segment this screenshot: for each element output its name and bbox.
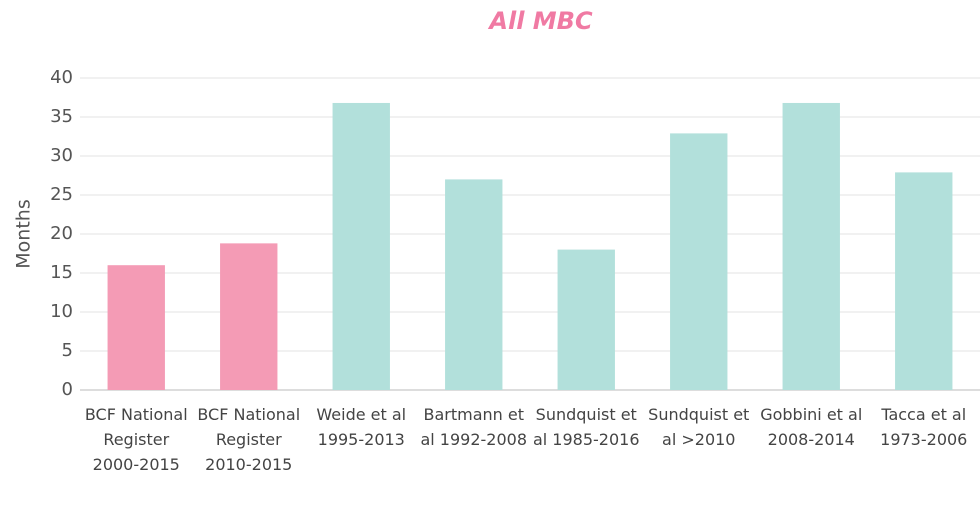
y-tick-label: 10 — [50, 301, 73, 322]
x-tick-label: Tacca et al 1973-2006 — [880, 405, 968, 449]
y-axis-label: Months — [13, 199, 35, 268]
x-tick-label: Gobbini et al 2008-2014 — [760, 405, 863, 449]
y-tick-label: 0 — [62, 379, 73, 400]
y-tick-label: 5 — [62, 340, 73, 361]
x-tick-label: Weide et al 1995-2013 — [316, 405, 407, 449]
bar — [220, 243, 278, 390]
x-tick-label: Sundquist et al 1985-2016 — [532, 405, 640, 449]
x-tick-label: BCF National Register 2000-2015 — [84, 405, 188, 474]
x-tick-label: Sundquist et al >2010 — [648, 405, 750, 449]
bar — [895, 172, 953, 390]
x-tick-label: Bartmann et al 1992-2008 — [420, 405, 528, 449]
y-tick-label: 25 — [50, 184, 73, 205]
bar — [107, 265, 165, 390]
bar — [670, 133, 728, 390]
x-tick-label: BCF National Register 2010-2015 — [197, 405, 301, 474]
y-tick-label: 30 — [50, 145, 73, 166]
bar — [557, 249, 615, 390]
y-tick-label: 35 — [50, 106, 73, 127]
y-tick-label: 20 — [50, 223, 73, 244]
bar — [782, 102, 840, 391]
bar — [332, 102, 390, 391]
y-tick-label: 15 — [50, 262, 73, 283]
chart-title: All MBC — [487, 7, 593, 35]
y-tick-label: 40 — [50, 67, 73, 88]
bar — [445, 179, 503, 390]
